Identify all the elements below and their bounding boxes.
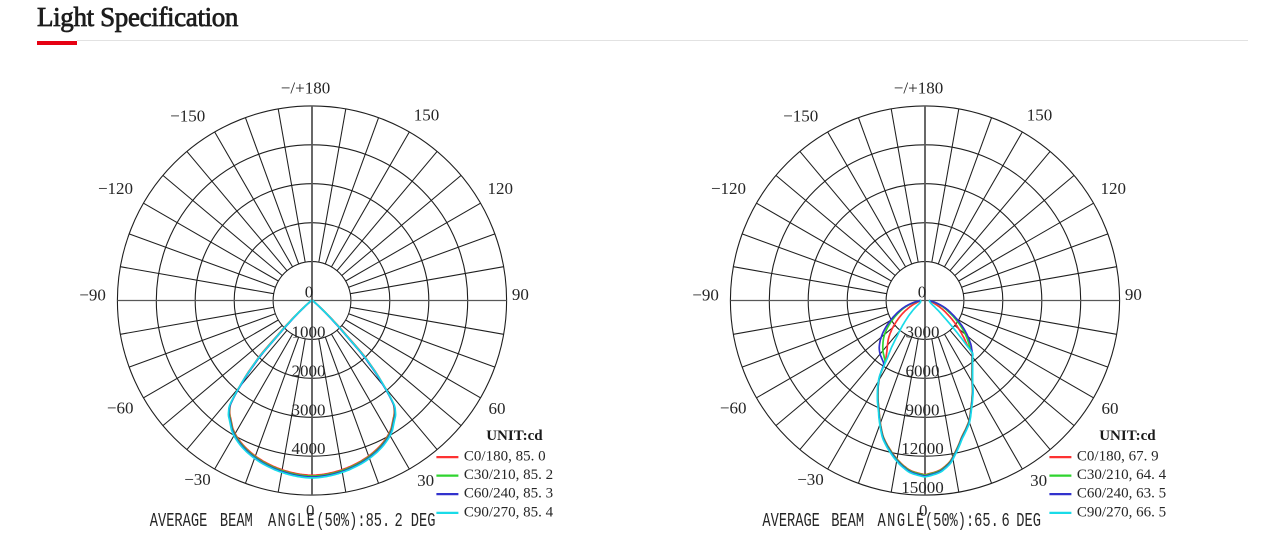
- svg-text:−90: −90: [79, 286, 106, 305]
- svg-text:90: 90: [512, 285, 529, 304]
- svg-text:C30/210, 85. 2: C30/210, 85. 2: [464, 467, 553, 483]
- svg-text:−60: −60: [720, 399, 747, 418]
- svg-text:C30/210, 64. 4: C30/210, 64. 4: [1077, 467, 1167, 483]
- svg-text:−120: −120: [711, 179, 746, 198]
- svg-text:UNIT:cd: UNIT:cd: [1099, 428, 1156, 444]
- svg-text:3000: 3000: [906, 322, 940, 341]
- svg-text:15000: 15000: [901, 478, 944, 497]
- svg-text:−/+180: −/+180: [281, 79, 330, 98]
- svg-text:UNIT:cd: UNIT:cd: [486, 428, 543, 444]
- svg-text:90: 90: [1125, 285, 1142, 304]
- svg-text:120: 120: [1100, 179, 1126, 198]
- svg-text:150: 150: [1027, 106, 1053, 125]
- svg-text:2000: 2000: [292, 361, 326, 380]
- svg-text:−30: −30: [184, 470, 211, 489]
- svg-text:30: 30: [417, 471, 434, 490]
- svg-text:12000: 12000: [901, 439, 944, 458]
- svg-text:−/+180: −/+180: [894, 79, 943, 98]
- svg-text:1000: 1000: [292, 322, 326, 341]
- svg-text:120: 120: [487, 179, 513, 198]
- svg-text:0: 0: [919, 501, 928, 520]
- svg-text:0: 0: [306, 501, 315, 520]
- svg-text:−30: −30: [797, 470, 824, 489]
- svg-text:6000: 6000: [906, 361, 940, 380]
- svg-text:30: 30: [1030, 471, 1047, 490]
- svg-text:0: 0: [918, 283, 927, 302]
- svg-text:150: 150: [414, 106, 440, 125]
- svg-text:−150: −150: [170, 107, 205, 126]
- svg-text:−90: −90: [692, 286, 719, 305]
- svg-text:3000: 3000: [292, 400, 326, 419]
- svg-text:C0/180, 85. 0: C0/180, 85. 0: [464, 449, 546, 465]
- svg-text:−150: −150: [783, 107, 818, 126]
- svg-text:C90/270, 85. 4: C90/270, 85. 4: [464, 505, 554, 521]
- svg-text:4000: 4000: [292, 439, 326, 458]
- svg-text:0: 0: [305, 283, 314, 302]
- svg-text:C60/240, 63. 5: C60/240, 63. 5: [1077, 486, 1166, 502]
- svg-text:−60: −60: [107, 399, 134, 418]
- svg-text:60: 60: [1102, 399, 1119, 418]
- svg-text:C90/270, 66. 5: C90/270, 66. 5: [1077, 505, 1166, 521]
- svg-text:60: 60: [489, 399, 506, 418]
- svg-text:C0/180, 67. 9: C0/180, 67. 9: [1077, 449, 1159, 465]
- svg-text:−120: −120: [98, 179, 133, 198]
- svg-text:9000: 9000: [906, 400, 940, 419]
- svg-text:C60/240, 85. 3: C60/240, 85. 3: [464, 486, 553, 502]
